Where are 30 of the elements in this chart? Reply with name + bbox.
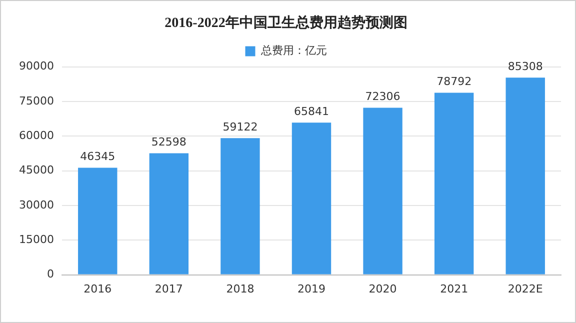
y-tick-label: 15000 <box>18 232 54 246</box>
data-label: 78792 <box>436 75 472 88</box>
x-tick-label: 2019 <box>297 282 326 296</box>
y-tick-label: 60000 <box>18 128 54 142</box>
bar <box>78 168 118 274</box>
bar <box>220 138 260 274</box>
x-tick-label: 2018 <box>226 282 254 296</box>
y-tick-label: 90000 <box>18 60 54 73</box>
y-tick-label: 0 <box>46 268 54 281</box>
x-tick-label: 2020 <box>368 282 397 296</box>
bar <box>434 92 474 274</box>
legend-label: 总费用：亿元 <box>260 44 327 58</box>
x-tick-label: 2017 <box>154 282 183 296</box>
data-label: 65841 <box>294 104 329 118</box>
bar <box>149 153 189 274</box>
x-tick-label: 2022E <box>508 282 543 296</box>
bar <box>292 122 332 274</box>
y-tick-label: 45000 <box>18 164 54 177</box>
data-label: 59122 <box>222 120 258 134</box>
chart-title: 2016-2022年中国卫生总费用趋势预测图 <box>164 15 408 32</box>
data-label: 52598 <box>151 136 186 149</box>
y-tick-label: 30000 <box>18 198 54 212</box>
data-label: 72306 <box>365 90 400 104</box>
data-label: 46345 <box>80 150 116 164</box>
bar <box>506 78 545 274</box>
x-tick-label: 2016 <box>84 282 112 296</box>
data-label: 85308 <box>508 60 543 74</box>
y-tick-label: 75000 <box>18 94 54 108</box>
bar <box>363 108 402 274</box>
x-tick-label: 2021 <box>440 282 468 296</box>
